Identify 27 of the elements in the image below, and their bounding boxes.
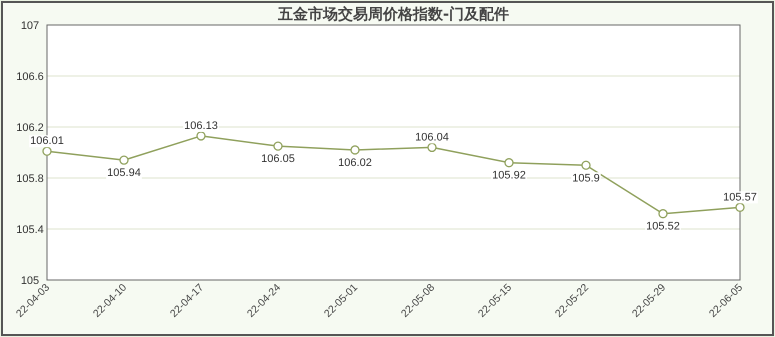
data-label: 106.02 <box>338 156 372 169</box>
data-label: 105.9 <box>572 172 600 184</box>
point <box>658 209 668 218</box>
y-tick-label: 105.4 <box>16 224 44 236</box>
point <box>196 131 206 141</box>
point <box>427 142 437 152</box>
point <box>350 145 360 155</box>
data-label: 105.52 <box>646 220 680 233</box>
data-label: 106.01 <box>30 135 64 148</box>
y-tick-label: 106.6 <box>16 71 44 83</box>
y-tick-label: 106.2 <box>16 122 44 134</box>
data-label: 105.57 <box>723 191 757 204</box>
point <box>119 156 129 165</box>
data-label: 106.13 <box>184 120 218 132</box>
point <box>735 202 745 212</box>
y-tick-label: 105 <box>20 275 40 287</box>
data-label: 105.94 <box>107 167 141 180</box>
point <box>581 160 591 170</box>
data-label: 106.04 <box>415 131 449 144</box>
data-label: 106.05 <box>261 153 295 166</box>
chart-title: 五金市场交易周价格指数-门及配件 <box>276 5 510 23</box>
y-tick-label: 105.8 <box>16 173 44 185</box>
y-tick-label: 107 <box>20 20 40 32</box>
point <box>273 141 283 151</box>
point <box>42 146 52 156</box>
point <box>504 158 514 168</box>
data-label: 105.92 <box>492 170 526 182</box>
